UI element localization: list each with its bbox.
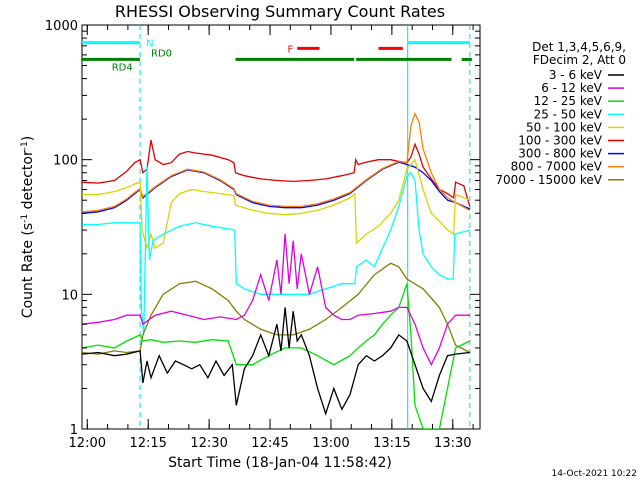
- series-line-800-7000-kev: [82, 111, 471, 213]
- y-axis-label: Count Rate (s-1 detector-1): [20, 136, 36, 318]
- legend-label: 12 - 25 keV: [534, 94, 603, 108]
- legend-label: 50 - 100 keV: [526, 120, 603, 134]
- y-tick-label: 10: [61, 288, 78, 303]
- x-tick-label: 13:30: [434, 436, 471, 451]
- x-tick-label: 13:00: [312, 436, 349, 451]
- plot-frame: [81, 24, 481, 430]
- legend-label: 3 - 6 keV: [549, 68, 603, 82]
- series-line-7000-15000-kev: [82, 262, 471, 355]
- y-axis-label-sup1: -1: [20, 214, 30, 223]
- x-tick-label: 13:15: [373, 436, 410, 451]
- plot-area: [82, 25, 472, 429]
- footer-date: 14-Oct-2021 10:22: [552, 469, 637, 479]
- y-axis-label-part1: Count Rate (s: [20, 223, 36, 318]
- legend-header-line: Det 1,3,4,5,6,9,: [532, 40, 626, 54]
- legend-label: 100 - 300 keV: [518, 134, 602, 148]
- legend-label: 800 - 7000 keV: [511, 160, 603, 174]
- series-line-25-50-kev: [82, 165, 470, 335]
- x-tick-label: 12:45: [251, 436, 288, 451]
- y-axis-label-sup2: -1: [20, 141, 30, 150]
- marker-label-rd0: RD0: [151, 48, 172, 59]
- legend-label: 25 - 50 keV: [534, 107, 603, 121]
- series-line-100-300-kev: [82, 139, 471, 207]
- y-tick-label: 1000: [45, 19, 78, 34]
- series-line-50-100-kev: [82, 158, 471, 251]
- y-axis: 1 10 100 1000: [45, 19, 480, 438]
- y-axis-label-part3: ): [20, 136, 36, 141]
- series-line-3-6-kev: [82, 307, 470, 416]
- x-axis: 12:00 12:15 12:30 12:45 13:00 13:15 13:30: [69, 25, 474, 451]
- legend-label: 7000 - 15000 keV: [495, 173, 602, 187]
- x-tick-label: 12:00: [69, 436, 106, 451]
- legend-label: 300 - 800 keV: [518, 147, 602, 161]
- y-tick-label: 1: [70, 423, 78, 438]
- x-tick-label: 12:15: [129, 436, 166, 451]
- series-line-6-12-kev: [82, 234, 470, 367]
- chart-title: RHESSI Observing Summary Count Rates: [115, 2, 445, 21]
- y-axis-label-part2: detector: [20, 150, 36, 214]
- marker-label-f: F: [287, 44, 293, 55]
- legend-header-line: FDecim 2, Att 0: [533, 53, 626, 67]
- marker-label-n: N: [146, 39, 153, 50]
- legend: Det 1,3,4,5,6,9,FDecim 2, Att 03 - 6 keV…: [495, 40, 626, 187]
- legend-label: 6 - 12 keV: [541, 81, 603, 95]
- y-tick-label: 100: [53, 154, 78, 169]
- x-axis-label: Start Time (18-Jan-04 11:58:42): [168, 455, 392, 471]
- x-tick-label: 12:30: [190, 436, 227, 451]
- series-line-12-25-kev: [82, 283, 471, 429]
- marker-label-rd4: RD4: [112, 62, 133, 73]
